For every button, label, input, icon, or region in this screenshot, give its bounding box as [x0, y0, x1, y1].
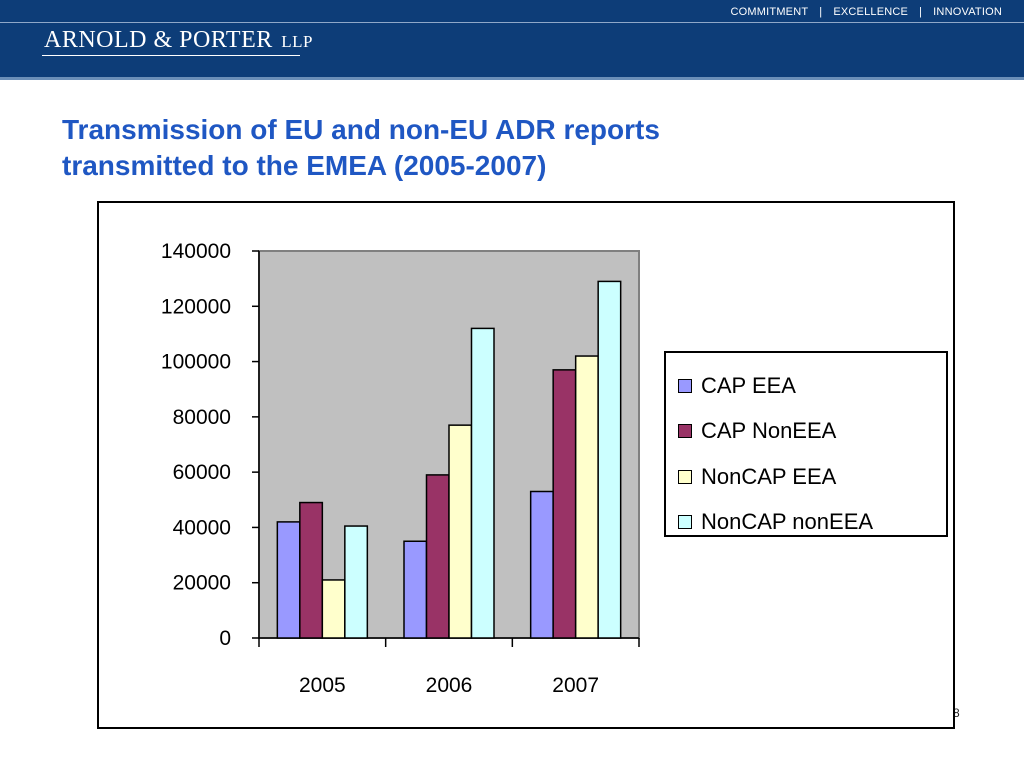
tagline-innovation: INNOVATION	[933, 6, 1002, 18]
tagline-commitment: COMMITMENT	[730, 6, 809, 18]
bar	[470, 327, 495, 639]
legend-swatch	[678, 469, 692, 484]
bar	[574, 355, 599, 639]
legend-item: NonCAP EEA	[666, 454, 946, 500]
legend-item: CAP EEA	[666, 363, 946, 409]
tagline: COMMITMENT | EXCELLENCE | INNOVATION	[731, 6, 1002, 18]
legend-label: CAP NonEEA	[701, 418, 837, 444]
tagline-excellence: EXCELLENCE	[833, 6, 909, 18]
chart-legend: CAP EEA CAP NonEEA NonCAP EEA NonCAP nonEEA	[664, 351, 948, 537]
y-tick-label: 100000	[161, 351, 231, 374]
y-tick-label: 0	[219, 627, 231, 650]
logo-underline	[42, 55, 300, 56]
y-tick-label: 80000	[173, 406, 231, 429]
bar	[448, 424, 473, 639]
bar	[552, 369, 577, 639]
company-logo: ARNOLD & PORTER LLP	[44, 27, 313, 54]
header-rule	[0, 77, 1024, 80]
bar	[299, 501, 324, 639]
logo-suffix: LLP	[281, 32, 313, 51]
bar	[597, 280, 622, 639]
y-tick-label: 20000	[173, 572, 231, 595]
page-number: 8	[953, 706, 960, 720]
logo-name: ARNOLD & PORTER	[44, 27, 273, 53]
bar	[425, 474, 450, 639]
legend-swatch	[678, 378, 692, 393]
tagline-separator: |	[819, 6, 823, 18]
slide-title-line-1: Transmission of EU and non-EU ADR report…	[62, 114, 660, 145]
y-tick-label: 60000	[173, 461, 231, 484]
x-tick-label: 2007	[552, 674, 599, 697]
tagline-separator: |	[919, 6, 923, 18]
legend-label: CAP EEA	[701, 372, 796, 398]
legend-swatch	[678, 424, 692, 439]
x-tick-label: 2005	[299, 674, 346, 697]
y-tick-label: 40000	[173, 516, 231, 539]
y-tick-label: 140000	[161, 240, 231, 263]
legend-label: NonCAP nonEEA	[701, 509, 874, 535]
legend-swatch	[678, 515, 692, 530]
y-tick-label: 120000	[161, 295, 231, 318]
header-band	[0, 0, 1024, 77]
legend-item: CAP NonEEA	[666, 409, 946, 455]
bar	[529, 490, 554, 639]
x-tick-label: 2006	[426, 674, 473, 697]
legend-item: NonCAP nonEEA	[666, 500, 946, 546]
slide-title: Transmission of EU and non-EU ADR report…	[62, 112, 822, 184]
bar	[403, 540, 428, 639]
legend-label: NonCAP EEA	[701, 463, 837, 489]
slide-title-line-2: transmitted to the EMEA (2005-2007)	[62, 150, 547, 181]
bar	[344, 525, 369, 639]
bar	[276, 521, 301, 639]
header-hairline	[0, 22, 1024, 23]
bar	[321, 579, 346, 639]
